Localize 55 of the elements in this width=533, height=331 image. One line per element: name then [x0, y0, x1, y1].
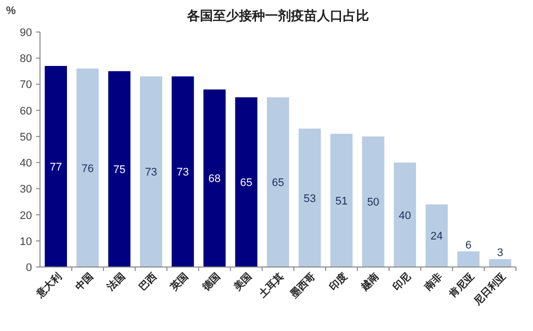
- data-label: 65: [240, 177, 252, 190]
- bar: [108, 71, 130, 267]
- y-tick-label: 90: [20, 27, 32, 39]
- data-label: 77: [50, 161, 62, 174]
- data-label: 51: [335, 195, 348, 208]
- y-tick-label: 70: [20, 79, 32, 92]
- bar: [44, 66, 67, 267]
- x-tick-label: 越南: [358, 270, 382, 294]
- data-label: 65: [272, 177, 284, 190]
- bar: [203, 89, 226, 267]
- x-tick-label: 印度: [326, 270, 350, 294]
- x-tick-label: 中国: [73, 270, 96, 294]
- bar: [266, 97, 290, 267]
- bar: [394, 162, 416, 267]
- bar: [172, 76, 194, 267]
- x-tick-label: 美国: [231, 270, 254, 294]
- x-tick-label: 巴西: [137, 271, 160, 294]
- y-tick-label: 80: [20, 53, 32, 66]
- data-label: 73: [144, 166, 158, 179]
- bar: [76, 68, 99, 267]
- x-tick-label: 意大利: [34, 270, 64, 302]
- y-tick-label: 10: [20, 236, 32, 248]
- y-tick-label: 30: [20, 184, 32, 196]
- data-label: 6: [465, 239, 472, 252]
- data-label: 68: [208, 173, 221, 186]
- data-label: 73: [176, 166, 189, 179]
- bar: [426, 204, 448, 267]
- bar: [489, 259, 512, 267]
- data-label: 76: [81, 162, 94, 175]
- y-tick-label: 40: [20, 158, 32, 170]
- x-tick-label: 墨西哥: [287, 270, 318, 302]
- chart-title: 各国至少接种一剂疫苗人口占比: [186, 8, 369, 23]
- bar: [457, 251, 480, 267]
- bar: [330, 134, 353, 267]
- bar: [140, 76, 162, 267]
- data-label: 40: [398, 210, 412, 222]
- y-tick-label: 60: [20, 105, 32, 118]
- x-tick-label: 英国: [168, 270, 191, 294]
- x-tick-label: 印尼: [390, 270, 414, 294]
- x-tick-label: 土耳其: [256, 270, 286, 302]
- data-label: 24: [430, 230, 443, 243]
- data-label: 3: [497, 247, 504, 260]
- x-tick-label: 法国: [104, 270, 128, 294]
- x-tick-label: 德国: [199, 270, 223, 294]
- data-label: 50: [367, 196, 380, 209]
- y-axis-title: %: [6, 5, 16, 17]
- bar: [298, 128, 321, 267]
- y-tick-label: 0: [26, 262, 32, 274]
- data-label: 53: [304, 192, 316, 205]
- y-tick-label: 50: [20, 131, 32, 144]
- x-tick-label: 南非: [421, 270, 445, 294]
- y-tick-label: 20: [20, 210, 32, 222]
- bar: [362, 136, 384, 267]
- bar: [235, 97, 258, 267]
- data-label: 75: [113, 164, 126, 176]
